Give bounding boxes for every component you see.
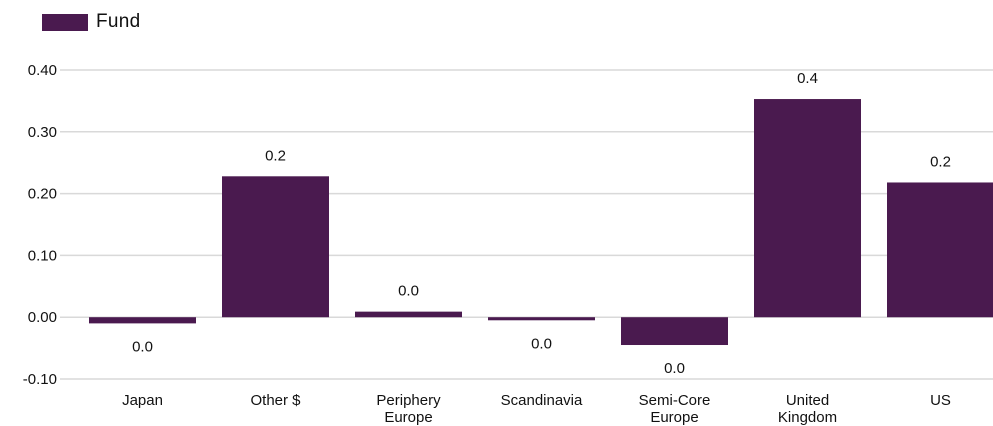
bar xyxy=(222,176,329,318)
x-category-label: United Kingdom xyxy=(778,392,837,426)
legend-swatch-fund xyxy=(42,13,88,31)
y-axis-ticks: 0.40 0.30 0.20 0.10 0.00 -0.10 xyxy=(23,62,57,388)
bar xyxy=(355,311,462,318)
data-label: 0.0 xyxy=(664,360,685,377)
x-category-label: Scandinavia xyxy=(501,392,583,409)
bars xyxy=(89,99,993,346)
bar xyxy=(621,317,728,346)
data-label: 0.4 xyxy=(797,70,818,87)
data-label: 0.2 xyxy=(930,153,951,170)
x-category-label: Japan xyxy=(122,392,163,409)
x-category-label: Periphery Europe xyxy=(376,392,441,426)
legend-label-fund: Fund xyxy=(96,11,141,32)
x-axis-categories: Japan Other $ Periphery Europe Scandinavia Se… xyxy=(122,392,951,426)
y-tick-label: 0.10 xyxy=(28,247,57,264)
x-category-label: Other $ xyxy=(250,392,301,409)
x-category-label: Semi-Core Europe xyxy=(639,392,711,426)
y-tick-label: -0.10 xyxy=(23,371,57,388)
legend: Fund xyxy=(42,10,141,34)
y-tick-label: 0.00 xyxy=(28,309,57,326)
y-tick-label: 0.40 xyxy=(28,62,57,79)
x-category-label: US xyxy=(930,392,951,409)
data-label: 0.2 xyxy=(265,147,286,164)
y-tick-label: 0.20 xyxy=(28,186,57,203)
data-label: 0.0 xyxy=(132,338,153,355)
y-tick-label: 0.30 xyxy=(28,124,57,141)
bar xyxy=(754,99,861,318)
data-label: 0.0 xyxy=(531,335,552,352)
bar xyxy=(488,317,595,321)
data-label: 0.0 xyxy=(398,283,419,300)
data-labels: 0.0 0.2 0.0 0.0 0.0 0.4 0.2 xyxy=(132,70,951,377)
bar xyxy=(887,182,993,318)
bar xyxy=(89,317,196,324)
